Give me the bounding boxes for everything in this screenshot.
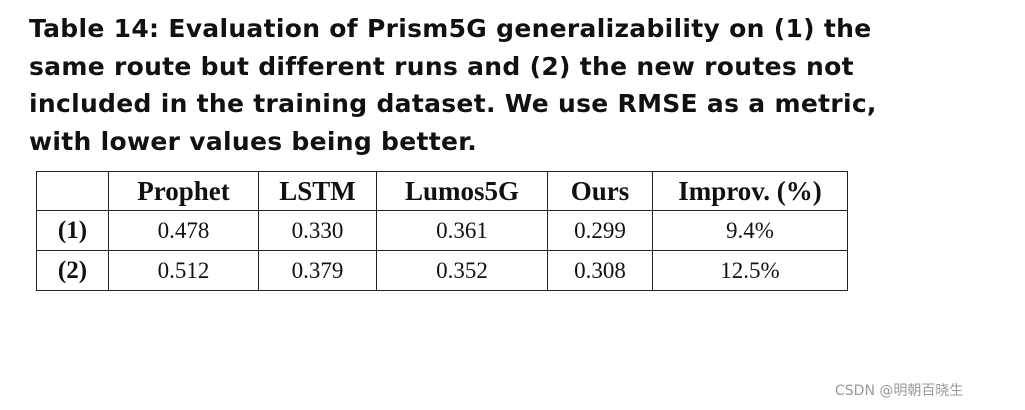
table-cell: 0.512 (108, 250, 259, 291)
header-cell: Lumos5G (376, 171, 548, 211)
table-header: Prophet LSTM Lumos5G Ours Improv. (%) (36, 171, 848, 211)
table-row: (2) 0.512 0.379 0.352 0.308 12.5% (36, 250, 848, 291)
results-table: Prophet LSTM Lumos5G Ours Improv. (%) (1) 0.4… (36, 171, 848, 291)
header-cell: Ours (547, 171, 653, 211)
header-row: Prophet LSTM Lumos5G Ours Improv. (%) (36, 171, 848, 211)
caption-line: same route but different runs and (2) th… (29, 51, 854, 81)
row-label: (2) (36, 250, 109, 291)
header-cell (36, 171, 109, 211)
table-cell: 0.352 (376, 250, 548, 291)
table-cell: 0.299 (547, 210, 653, 251)
table-cell: 9.4% (652, 210, 848, 251)
table-cell: 0.379 (258, 250, 377, 291)
table-cell: 0.478 (108, 210, 259, 251)
header-cell: Improv. (%) (652, 171, 848, 211)
table-cell: 12.5% (652, 250, 848, 291)
watermark: CSDN @明朝百晓生 (835, 383, 964, 399)
table-cell: 0.330 (258, 210, 377, 251)
caption-line: Table 14: Evaluation of Prism5G generali… (29, 14, 872, 43)
caption-line: included in the training dataset. We use… (29, 89, 877, 118)
table-cell: 0.361 (376, 210, 548, 251)
table-row: (1) 0.478 0.330 0.361 0.299 9.4% (36, 210, 848, 251)
table-body: (1) 0.478 0.330 0.361 0.299 9.4% (2) 0.512 0.379… (36, 210, 848, 291)
table-cell: 0.308 (547, 250, 653, 291)
caption-line: with lower values being better. (29, 126, 478, 156)
header-cell: Prophet (108, 171, 259, 211)
header-cell: LSTM (258, 171, 377, 211)
caption: Table 14: Evaluation of Prism5G generali… (29, 10, 877, 160)
row-label: (1) (36, 210, 109, 251)
